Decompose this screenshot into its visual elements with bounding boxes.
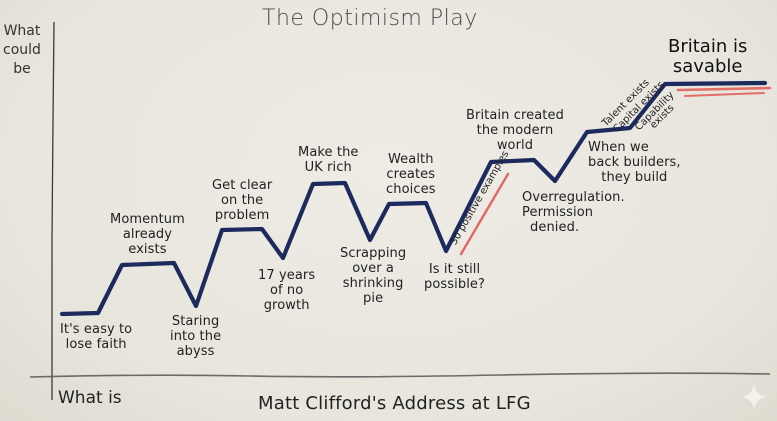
- y-axis: [51, 21, 55, 400]
- annotation-line: Momentum: [110, 212, 185, 227]
- sparkle-icon: [741, 384, 767, 410]
- annotation-line: UK rich: [304, 160, 352, 175]
- annotation-make-uk-rich: Make the UK rich: [298, 145, 359, 175]
- annotation-17-years: 17 years of no growth: [258, 268, 315, 313]
- y-axis-label: What could be: [2, 22, 42, 79]
- annotation-line: of no: [269, 283, 304, 298]
- annotation-line: they build: [601, 170, 668, 185]
- annotation-line: world: [496, 138, 534, 153]
- annotation-back-builders: When we back builders, they build: [588, 140, 681, 185]
- annotation-wealth-choices: Wealth creates choices: [386, 152, 436, 197]
- highlight-savable-2: [684, 92, 765, 97]
- annotation-line: possible?: [424, 277, 486, 292]
- annotation-abyss: Staring into the abyss: [170, 314, 221, 359]
- annotation-line: lose faith: [65, 337, 127, 352]
- annotation-line: the modern: [476, 123, 554, 138]
- annotation-lose-faith: It's easy to lose faith: [60, 322, 132, 352]
- annotation-line: choices: [386, 182, 436, 197]
- annotation-line: It's easy to: [60, 322, 133, 337]
- annotation-line: exists: [128, 242, 167, 257]
- x-axis-origin-label: What is: [58, 388, 122, 408]
- annotation-line: Staring: [171, 314, 220, 329]
- highlight-30-examples: [459, 172, 510, 256]
- annotation-line: Wealth: [387, 152, 434, 167]
- optimism-curve-line: [59, 80, 768, 317]
- annotation-line: Scrapping: [340, 246, 407, 261]
- chart-title: The Optimism Play: [262, 6, 478, 31]
- annotation-line: pie: [363, 291, 384, 306]
- annotation-line: Permission: [522, 205, 594, 220]
- annotation-line: When we: [588, 140, 649, 155]
- annotation-momentum: Momentum already exists: [110, 212, 185, 257]
- annotation-line: shrinking: [342, 276, 404, 291]
- annotation-line: into the: [170, 329, 222, 344]
- x-axis-caption: Matt Clifford's Address at LFG: [258, 393, 531, 414]
- annotation-line: Get clear: [212, 178, 273, 193]
- y-label-line: What: [3, 23, 41, 39]
- annotation-line: denied.: [530, 220, 580, 235]
- annotation-overregulation: Overregulation. Permission denied.: [522, 190, 625, 235]
- x-axis: [29, 372, 771, 378]
- annotation-line: already: [122, 227, 173, 242]
- annotation-line: on the: [221, 193, 264, 208]
- annotation-line: abyss: [176, 344, 215, 359]
- annotation-line: Britain is: [668, 36, 748, 57]
- y-label-line: could: [3, 42, 41, 58]
- annotation-line: Make the: [298, 145, 359, 160]
- annotation-line: back builders,: [588, 155, 681, 170]
- annotation-still-possible: Is it still possible?: [424, 262, 485, 292]
- annotation-line: growth: [263, 298, 310, 313]
- annotation-line: savable: [672, 56, 743, 77]
- annotation-line: creates: [386, 167, 436, 182]
- annotation-line: 17 years: [258, 268, 316, 283]
- annotation-line: Overregulation.: [522, 190, 625, 205]
- annotation-shrinking-pie: Scrapping over a shrinking pie: [340, 246, 406, 306]
- annotation-modern-world: Britain created the modern world: [466, 108, 564, 153]
- annotation-britain-savable: Britain is savable: [668, 37, 747, 77]
- annotation-line: Is it still: [428, 262, 481, 277]
- annotation-line: Britain created: [466, 108, 564, 123]
- annotation-line: over a: [352, 261, 394, 276]
- y-label-line: be: [13, 61, 31, 77]
- annotation-get-clear: Get clear on the problem: [212, 178, 272, 223]
- annotation-line: problem: [214, 208, 270, 223]
- highlight-savable-1: [676, 86, 772, 92]
